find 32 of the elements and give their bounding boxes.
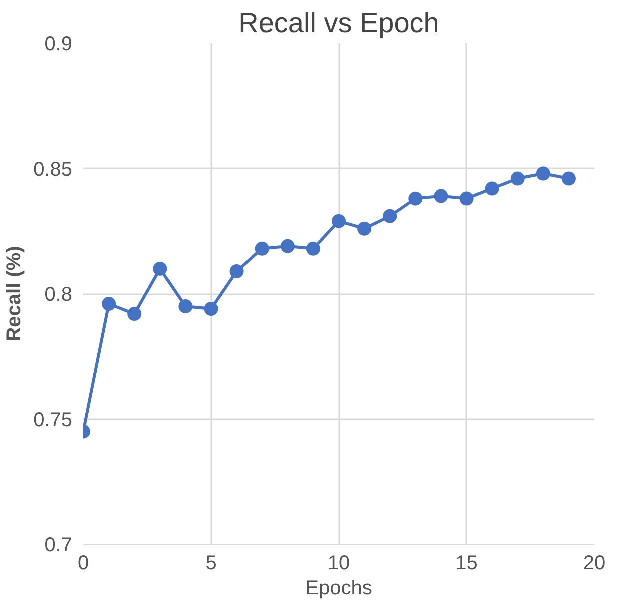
point xyxy=(306,242,320,256)
point xyxy=(332,214,346,228)
x-tick-label: 0 xyxy=(78,552,90,574)
y-tick-label: 0.8 xyxy=(44,284,73,306)
point xyxy=(536,166,550,181)
x-tick-label: 20 xyxy=(583,552,606,574)
x-tick-label: 10 xyxy=(328,552,350,574)
point xyxy=(460,192,474,206)
x-tick-label: 5 xyxy=(206,552,217,574)
point xyxy=(102,297,116,312)
point xyxy=(255,242,270,256)
y-tick-label: 0.75 xyxy=(34,409,73,432)
y-axis-title: Recall (%) xyxy=(4,246,26,342)
point xyxy=(230,264,244,278)
point xyxy=(280,239,295,254)
y-tick-label: 0.85 xyxy=(34,158,73,181)
y-tick-label: 0.9 xyxy=(44,34,73,56)
point xyxy=(562,172,576,186)
point xyxy=(383,209,398,224)
point xyxy=(485,182,500,196)
x-tick-label: 15 xyxy=(456,552,478,574)
chart-title: Recall vs Epoch xyxy=(238,8,440,38)
y-tick-label: 0.7 xyxy=(44,534,73,556)
x-axis-title: Epochs xyxy=(306,578,372,600)
point xyxy=(434,189,448,204)
point xyxy=(153,262,168,276)
point xyxy=(128,307,142,322)
point xyxy=(178,300,193,314)
point xyxy=(408,192,423,206)
point xyxy=(510,172,525,186)
point xyxy=(358,222,372,236)
point xyxy=(204,302,218,316)
